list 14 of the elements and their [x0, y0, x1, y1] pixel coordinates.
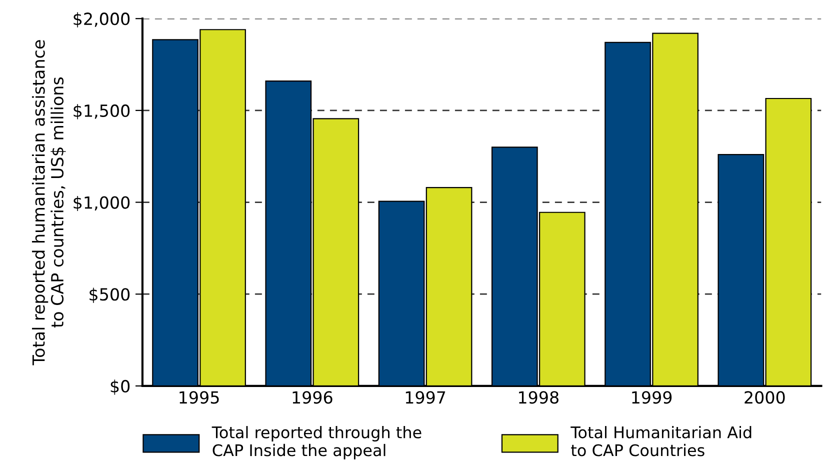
y-tick-label: $1,000 — [74, 196, 130, 212]
x-tick-label: 2000 — [744, 391, 785, 404]
y-tick-label: $500 — [90, 288, 130, 303]
y-tick-label: $1,500 — [74, 104, 130, 120]
legend-label: Total reported through the CAP Inside the appeal — [212, 426, 422, 460]
x-tick-label: 1999 — [632, 391, 672, 404]
legend-label: Total Humanitarian Aid to CAP Countries — [570, 426, 752, 456]
x-tick-label: 1998 — [519, 391, 558, 404]
y-axis-title: Total reported humanitarian assistance to CAP countries, US$ millions — [32, 40, 66, 366]
x-tick-label: 1997 — [406, 391, 446, 404]
x-tick-label: 1996 — [292, 391, 332, 404]
x-tick-label: 1995 — [180, 391, 219, 404]
y-tick-label: $2,000 — [74, 12, 130, 28]
y-tick-label: $0 — [110, 380, 130, 395]
